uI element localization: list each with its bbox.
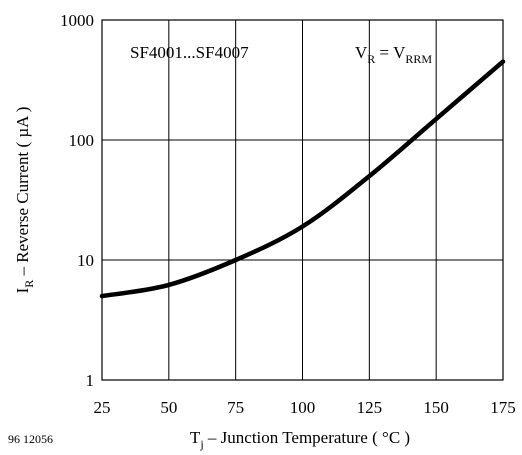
plot-frame	[101, 19, 504, 381]
y-tick-labels: 1 10 100 1000	[60, 11, 94, 390]
x-tick-label: 175	[490, 398, 516, 417]
y-tick-label: 10	[77, 251, 94, 270]
y-axis-label: IR – Reverse Current ( µA )	[13, 107, 36, 294]
y-tick-label: 1	[86, 371, 95, 390]
part-range-annotation: SF4001...SF4007	[130, 43, 249, 62]
x-tick-label: 75	[227, 398, 244, 417]
series-line-reverse-current	[99, 59, 506, 299]
y-tick-label: 100	[69, 131, 95, 150]
figure-number: 96 12056	[8, 432, 53, 446]
y-tick-label: 1000	[60, 11, 94, 30]
x-axis-label: Tj – Junction Temperature ( °C )	[190, 428, 410, 451]
x-tick-label: 100	[290, 398, 316, 417]
x-tick-label: 25	[94, 398, 111, 417]
grid-lines	[102, 20, 503, 380]
x-tick-label: 50	[160, 398, 177, 417]
condition-annotation: VR = VRRM	[355, 43, 432, 66]
x-tick-label: 150	[423, 398, 449, 417]
x-tick-label: 125	[357, 398, 383, 417]
x-tick-labels: 25 50 75 100 125 150 175	[94, 398, 516, 417]
